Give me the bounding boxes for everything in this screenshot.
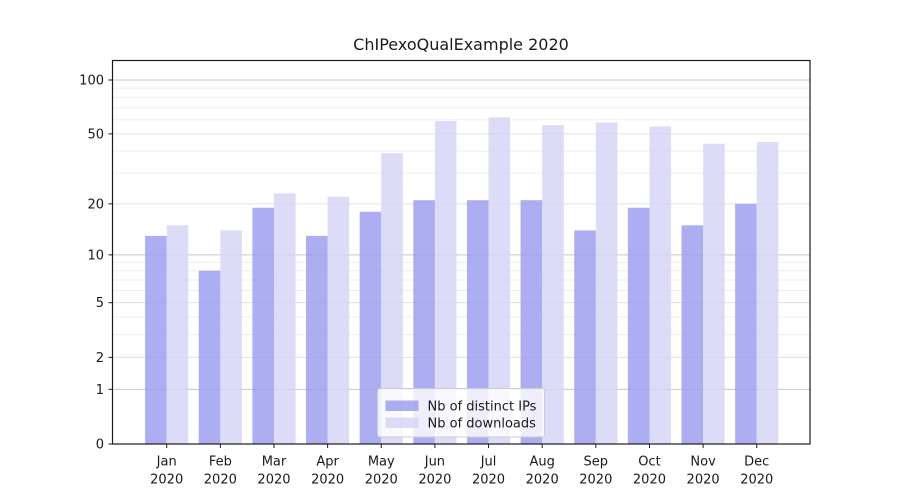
bar-distinct-ips-sep: [574, 230, 596, 444]
x-tick-label-nov: Nov 2020: [687, 455, 720, 488]
legend: Nb of distinct IPs Nb of downloads: [377, 388, 545, 438]
y-tick-label-50: 50: [87, 127, 104, 142]
x-tick-label-aug: Aug 2020: [526, 455, 559, 488]
x-tick-label-apr: Apr 2020: [311, 455, 344, 488]
bars: [145, 117, 779, 445]
bar-distinct-ips-oct: [627, 207, 650, 444]
bar-downloads-jun: [434, 121, 457, 444]
chart-title: ChIPexoQualExample 2020: [353, 35, 569, 54]
bar-downloads-mar: [273, 193, 296, 444]
bar-downloads-feb: [220, 230, 242, 444]
x-tick-label-jul: Jul 2020: [472, 455, 505, 488]
bar-downloads-dec: [756, 142, 779, 445]
bar-distinct-ips-aug: [520, 200, 543, 444]
legend-swatch-downloads: [385, 417, 419, 428]
bar-distinct-ips-feb: [198, 270, 221, 444]
bar-distinct-ips-jan: [145, 235, 167, 444]
y-tick-label-5: 5: [96, 296, 104, 311]
y-tick-labels: 0 1 2 5 10 20 50 100: [79, 74, 104, 453]
y-tick-label-0: 0: [96, 438, 104, 453]
bar-downloads-may: [381, 153, 403, 445]
x-tick-label-mar: Mar 2020: [257, 455, 290, 488]
legend-label-downloads: Nb of downloads: [428, 417, 537, 432]
x-tick-label-jan: Jan 2020: [150, 455, 183, 488]
x-tick-labels: Jan 2020 Feb 2020 Mar 2020 Apr 2020 May 2020 Jun 20…: [150, 455, 773, 488]
bar-distinct-ips-mar: [252, 207, 274, 444]
bar-distinct-ips-nov: [681, 225, 704, 444]
x-tick-label-jun: Jun 2020: [418, 455, 451, 488]
legend-label-distinct-ips: Nb of distinct IPs: [428, 400, 537, 415]
bar-downloads-aug: [542, 125, 564, 444]
bar-distinct-ips-jul: [466, 200, 489, 444]
bar-downloads-apr: [327, 196, 350, 444]
y-tick-label-10: 10: [87, 248, 104, 263]
bar-downloads-jul: [488, 117, 511, 444]
bar-distinct-ips-dec: [735, 203, 757, 444]
bar-distinct-ips-jun: [413, 200, 435, 444]
x-tick-label-oct: Oct 2020: [633, 455, 666, 488]
plot-border: [111, 59, 811, 445]
bar-distinct-ips-may: [359, 211, 382, 444]
bar-downloads-sep: [595, 122, 618, 444]
x-tick-label-may: May 2020: [365, 455, 398, 488]
y-tick-label-1: 1: [96, 383, 104, 398]
legend-swatch-distinct-ips: [385, 400, 419, 411]
y-tick-label-2: 2: [96, 351, 104, 366]
bar-distinct-ips-apr: [306, 235, 328, 444]
axis-ticks: [108, 79, 758, 448]
bar-downloads-nov: [703, 143, 725, 444]
x-tick-label-dec: Dec 2020: [740, 455, 773, 488]
y-tick-label-100: 100: [79, 74, 104, 89]
x-tick-label-feb: Feb 2020: [204, 455, 237, 488]
y-tick-label-20: 20: [87, 197, 104, 212]
legend-box: [377, 388, 545, 438]
bar-downloads-oct: [649, 126, 672, 445]
x-tick-label-sep: Sep 2020: [579, 455, 612, 488]
bar-downloads-jan: [166, 225, 189, 444]
